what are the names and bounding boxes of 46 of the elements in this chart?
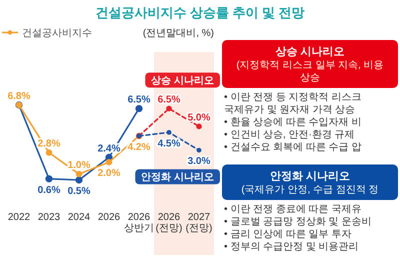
text: (지정학적 리스크 일부 지속, 비용 상승 [236, 60, 384, 84]
chart-title: 건설공사비지수 상승률 추이 및 전망 [95, 5, 305, 20]
text: 상승 시나리오 [275, 46, 345, 58]
point [46, 149, 52, 156]
text: • 정부의 수급안정 및 비용관리 [224, 242, 359, 252]
x-tick-label: 2024 [68, 212, 91, 223]
point [45, 175, 53, 182]
data-label: 6.5% [128, 94, 151, 106]
point [106, 158, 112, 166]
text: 상승 시나리오 [151, 76, 214, 87]
data-label: 4.5% [158, 138, 181, 150]
data-label: 4.2% [128, 142, 151, 153]
data-label: 1.0% [68, 160, 91, 172]
point [166, 106, 172, 112]
point [196, 124, 202, 130]
data-label: 2.0% [98, 168, 121, 180]
x-tick-label: 2023 [38, 212, 61, 223]
data-label: 3.0% [188, 156, 211, 168]
text: (국제유가 안정, 수급 점진적 정 [241, 184, 379, 196]
text: 안정화 시나리오 [141, 172, 214, 184]
data-label: 6.8% [8, 91, 31, 102]
data-label: 0.6% [38, 184, 61, 196]
x-tick-label: 2026(전망) [156, 212, 182, 234]
text: • 이란 전쟁 종료에 따른 국제유 [224, 204, 362, 215]
point [75, 176, 83, 184]
text: • 인건비 상승, 안전·환경 규제 [224, 130, 355, 140]
data-label: 5.0% [188, 112, 211, 124]
point [135, 104, 143, 112]
x-tick-label: 2027(전망) [186, 212, 212, 234]
chart-subtitle: (전년말대비, %) [142, 28, 214, 39]
data-label: 6.5% [158, 94, 181, 106]
text: • 금리 인상에 따른 일부 투자 [224, 229, 352, 240]
text: • 이란 전쟁 등 지정학적 리스크 [224, 92, 362, 103]
point [166, 130, 172, 135]
point [76, 170, 82, 178]
legend-label: 건설공사비지수 [22, 28, 92, 39]
data-label: 0.5% [68, 186, 91, 197]
text: • 환율 상승에 따른 수입자재 비 [224, 117, 362, 128]
x-tick-label: 2026 상반기 [124, 212, 154, 234]
text: • 글로벌 공급망 정상화 및 운송비 [224, 216, 372, 228]
text: 안정화 시나리오 [270, 170, 350, 182]
point [196, 148, 202, 153]
x-tick-label: 2022 [8, 212, 31, 223]
text: 국제유가 및 원자재 가격 상승 [224, 104, 356, 116]
text: • 건설수요 회복에 따른 수급 압 [224, 142, 362, 153]
x-tick-label: 2026 [98, 212, 121, 223]
